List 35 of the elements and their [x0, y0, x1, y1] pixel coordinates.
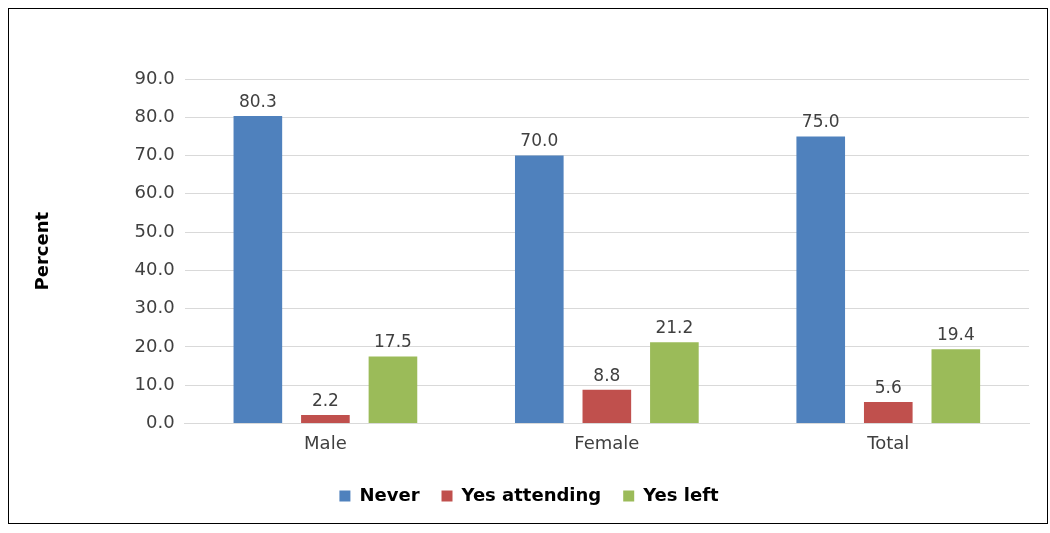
x-tick-label: Male	[304, 431, 347, 453]
y-tick-label: 60.0	[134, 181, 175, 203]
y-tick-label: 30.0	[134, 296, 175, 318]
bar	[233, 116, 283, 423]
bar	[863, 401, 913, 423]
bar	[582, 389, 632, 423]
bar	[301, 414, 350, 423]
y-tick-label: 80.0	[134, 104, 175, 126]
x-tick-label: Female	[574, 431, 640, 453]
y-tick-label: 90.0	[134, 66, 175, 88]
bar	[931, 349, 981, 423]
y-tick-label: 50.0	[134, 219, 175, 241]
y-tick-label: 70.0	[134, 143, 175, 165]
data-label: 75.0	[801, 111, 840, 132]
y-tick-label: 10.0	[134, 372, 175, 394]
y-tick-label: 40.0	[134, 258, 175, 280]
legend-label: Yes left	[642, 483, 719, 505]
legend-label: Yes attending	[460, 483, 602, 505]
data-label: 70.0	[520, 130, 559, 151]
y-tick-label: 20.0	[134, 334, 175, 356]
bar	[514, 155, 564, 423]
legend-label: Never	[359, 483, 420, 505]
y-tick-label: 0.0	[146, 411, 175, 433]
data-label: 17.5	[374, 331, 412, 352]
data-label: 19.4	[936, 324, 975, 345]
data-label: 80.3	[238, 91, 277, 112]
bar	[650, 342, 699, 423]
data-label: 2.2	[311, 389, 339, 410]
bar	[368, 356, 418, 423]
y-axis-title: Percent	[31, 211, 53, 291]
bar	[796, 136, 846, 423]
data-label: 21.2	[655, 317, 694, 338]
data-label: 8.8	[593, 364, 621, 385]
x-tick-label: Total	[866, 431, 910, 453]
data-label: 5.6	[874, 376, 902, 397]
